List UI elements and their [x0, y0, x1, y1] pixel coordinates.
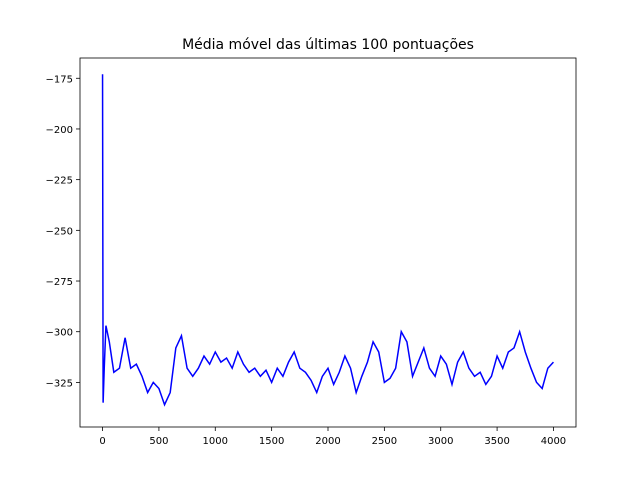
- y-tick-label: −275: [46, 277, 73, 288]
- y-tick-label: −200: [46, 125, 73, 136]
- y-tick-label: −225: [46, 176, 73, 187]
- y-tick-label: −325: [46, 378, 73, 389]
- x-tick-label: 2500: [372, 436, 397, 447]
- y-tick-label: −250: [46, 226, 73, 237]
- x-tick-label: 3500: [484, 436, 509, 447]
- y-tick-label: −300: [46, 328, 73, 339]
- x-tick-label: 1000: [203, 436, 228, 447]
- x-tick-label: 3000: [428, 436, 453, 447]
- x-tick-label: 500: [149, 436, 168, 447]
- plot-frame: [79, 57, 577, 428]
- x-tick-label: 1500: [259, 436, 284, 447]
- y-tick-label: −175: [46, 74, 73, 85]
- data-line: [101, 74, 555, 407]
- x-tick-label: 4000: [541, 436, 566, 447]
- x-tick-label: 0: [99, 436, 105, 447]
- chart-title: Média móvel das últimas 100 pontuações: [182, 37, 474, 53]
- x-tick-label: 2000: [315, 436, 340, 447]
